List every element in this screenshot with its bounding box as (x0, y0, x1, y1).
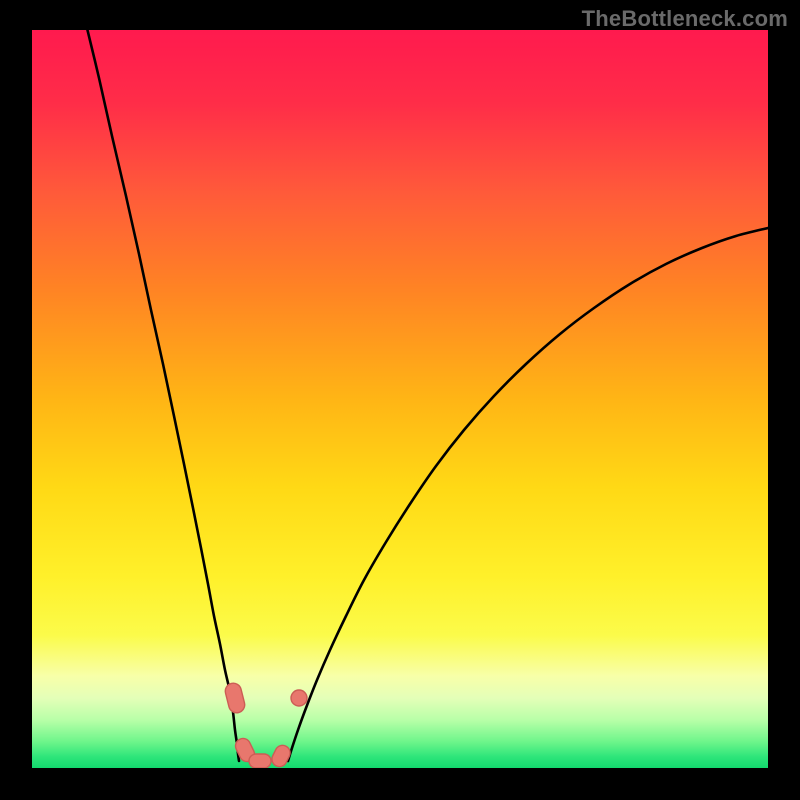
watermark-text: TheBottleneck.com (582, 6, 788, 32)
curve-right (288, 228, 768, 761)
marker-1 (291, 690, 307, 706)
marker-0 (224, 682, 247, 715)
marker-4 (269, 743, 292, 768)
marker-3 (249, 754, 271, 768)
plot-area (32, 30, 768, 768)
valley-markers (224, 682, 307, 768)
curves-layer (32, 30, 768, 768)
curve-left (86, 30, 239, 761)
